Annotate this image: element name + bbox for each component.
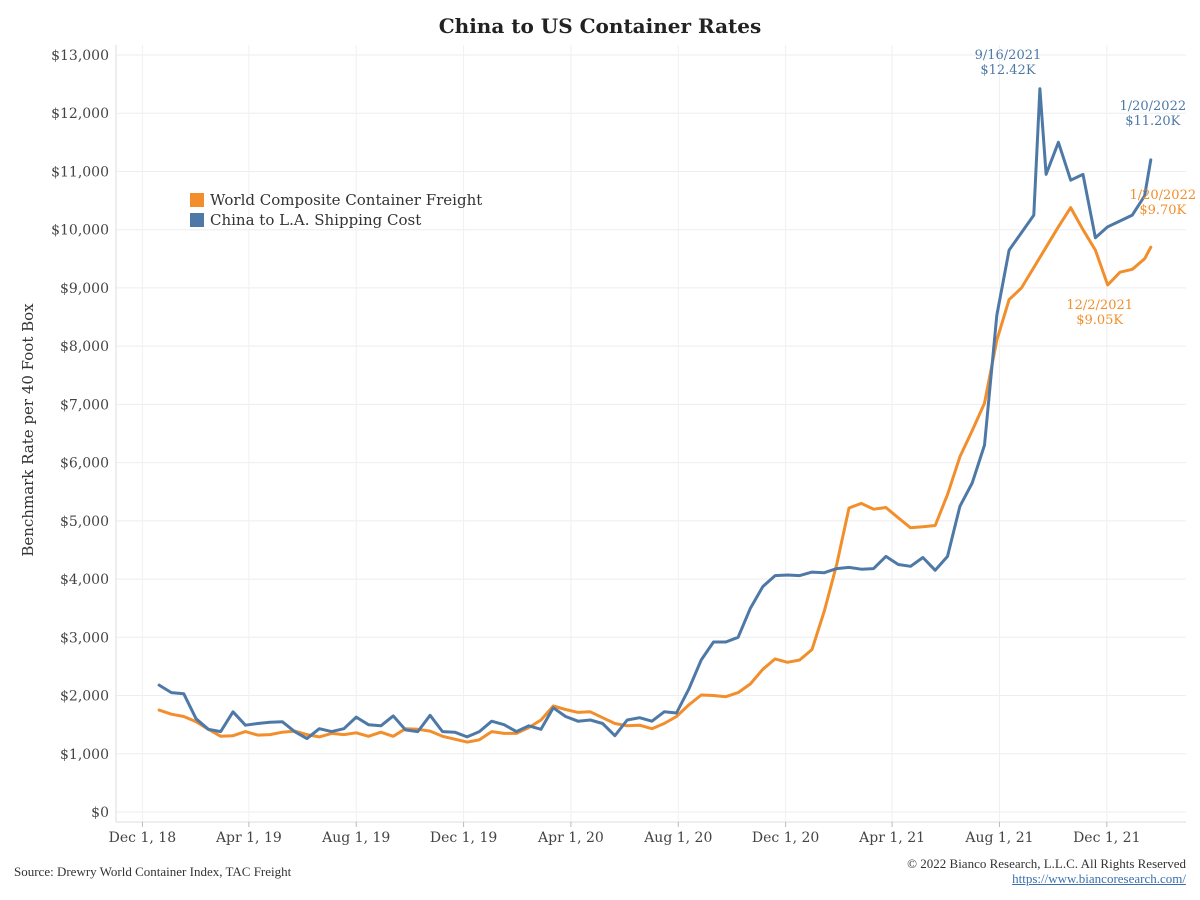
x-tick-label: Apr 1, 20 [537,830,604,846]
website-link[interactable]: https://www.biancoresearch.com/ [1012,871,1186,886]
source-note: Source: Drewry World Container Index, TA… [14,864,292,879]
annotation-date: 1/20/2022 [1129,188,1196,203]
annotation-value: $11.20K [1125,114,1180,129]
y-tick-label: $6,000 [60,456,109,472]
legend-swatch-orange [190,193,204,207]
y-tick-label: $12,000 [51,106,109,122]
copyright-text: © 2022 Bianco Research, L.L.C. All Right… [907,856,1186,871]
x-tick-label: Apr 1, 19 [215,830,282,846]
y-tick-label: $11,000 [51,164,109,180]
y-tick-label: $8,000 [60,339,109,355]
y-tick-label: $2,000 [60,689,109,705]
annotation-date: 12/2/2021 [1066,298,1133,313]
y-tick-label: $1,000 [60,747,109,763]
legend-item-china-la: China to L.A. Shipping Cost [190,210,482,230]
copyright-block: © 2022 Bianco Research, L.L.C. All Right… [907,856,1186,886]
x-tick-label: Dec 1, 19 [430,830,497,846]
legend-swatch-blue [190,213,204,227]
y-tick-label: $4,000 [60,572,109,588]
annotations: 9/16/2021$12.42K1/20/2022$11.20K1/20/202… [975,48,1197,328]
x-tick-label: Dec 1, 20 [752,830,819,846]
x-tick-label: Aug 1, 20 [643,830,712,846]
annotation-value: $12.42K [980,63,1035,78]
annotation-date: 1/20/2022 [1119,99,1186,114]
annotation-value: $9.70K [1139,203,1186,218]
y-tick-label: $10,000 [51,223,109,239]
x-tick-label: Aug 1, 19 [321,830,390,846]
annotation-value: $9.05K [1076,313,1123,328]
axes: $0 $1,000 $2,000 $3,000 $4,000 $5,000 $6,000 $7… [51,45,1186,846]
y-tick-label: $0 [91,805,109,821]
x-tick-label: Dec 1, 21 [1073,830,1140,846]
x-tick-label: Apr 1, 21 [858,830,925,846]
y-tick-label: $13,000 [51,48,109,64]
legend-label: World Composite Container Freight [210,191,483,209]
gridlines [116,45,1186,822]
legend: World Composite Container Freight China … [190,190,482,230]
y-tick-label: $7,000 [60,397,109,413]
x-tick-label: Dec 1, 18 [109,830,176,846]
series-lines [157,87,1153,744]
legend-label: China to L.A. Shipping Cost [210,211,422,229]
chart-title: China to US Container Rates [438,14,762,38]
y-tick-label: $9,000 [60,281,109,297]
series-line-china-la [157,87,1153,741]
y-tick-label: $3,000 [60,630,109,646]
legend-item-world-composite: World Composite Container Freight [190,190,482,210]
x-tick-label: Aug 1, 21 [964,830,1033,846]
y-tick-label: $5,000 [60,514,109,530]
annotation-date: 9/16/2021 [975,48,1042,63]
